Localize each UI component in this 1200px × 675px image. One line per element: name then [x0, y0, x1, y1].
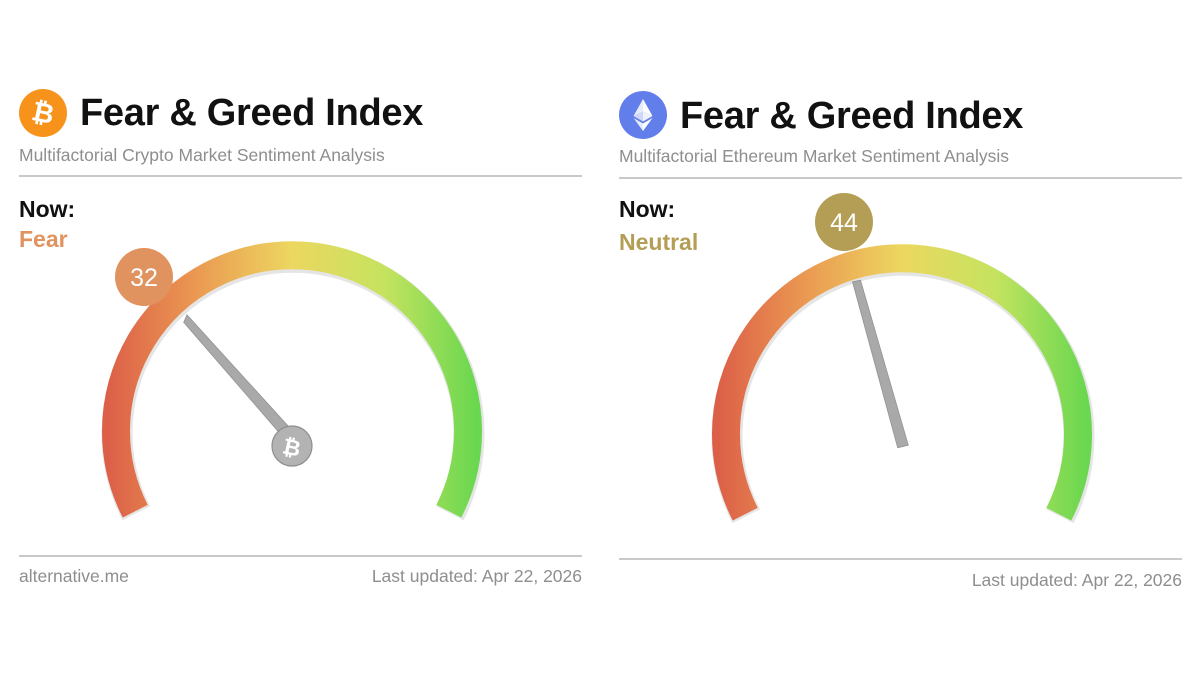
widget-title: Fear & Greed Index: [680, 95, 1024, 137]
now-label: Now:: [619, 196, 676, 222]
divider: [19, 175, 582, 177]
bitcoin-hub-icon: ₿: [271, 425, 313, 467]
widget-subtitle: Multifactorial Crypto Market Sentiment A…: [19, 145, 385, 165]
bitcoin-icon: ₿: [19, 89, 67, 137]
last-updated: Last updated: Apr 22, 2026: [371, 566, 582, 586]
last-updated: Last updated: Apr 22, 2026: [971, 570, 1182, 590]
gauge-needle: [852, 279, 909, 449]
now-label: Now:: [19, 196, 76, 222]
gauge-arc: [712, 244, 1092, 521]
sentiment-gauge: 44: [711, 193, 1095, 524]
value-badge: 44: [815, 193, 873, 251]
eth-fear-greed-widget: Fear & Greed Index Multifactorial Ethere…: [619, 0, 1182, 675]
sentiment-gauge: ₿ 32: [101, 241, 485, 521]
svg-text:₿: ₿: [280, 433, 303, 461]
sentiment-classification: Neutral: [619, 229, 699, 255]
value-badge-text: 44: [830, 209, 858, 237]
divider: [619, 177, 1182, 179]
divider: [619, 558, 1182, 560]
sentiment-classification: Fear: [19, 226, 68, 252]
btc-fear-greed-widget: ₿ Fear & Greed Index Multifactorial Cryp…: [19, 0, 582, 675]
gauge-needle: [183, 314, 299, 446]
value-badge: 32: [115, 248, 173, 306]
widget-title: Fear & Greed Index: [80, 92, 424, 134]
gauge-arc: [102, 241, 482, 518]
ethereum-icon: [619, 91, 667, 139]
value-badge-text: 32: [130, 264, 158, 292]
widget-subtitle: Multifactorial Ethereum Market Sentiment…: [619, 146, 1010, 166]
source-link[interactable]: alternative.me: [19, 566, 129, 586]
divider: [19, 555, 582, 557]
